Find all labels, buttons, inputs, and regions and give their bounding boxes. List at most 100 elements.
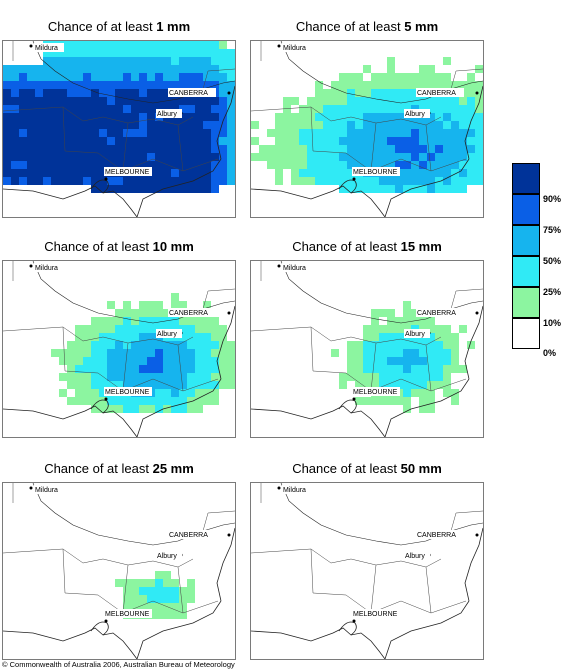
probability-cell: [91, 89, 99, 97]
probability-cell: [187, 389, 195, 397]
probability-cell: [107, 333, 115, 341]
probability-cell: [403, 129, 411, 137]
probability-cell: [123, 357, 131, 365]
probability-cell: [75, 89, 83, 97]
probability-cell: [11, 89, 19, 97]
probability-cell: [443, 341, 451, 349]
probability-cell: [115, 89, 123, 97]
probability-cell: [107, 357, 115, 365]
albury-label-bg: [404, 329, 430, 338]
probability-cell: [131, 349, 139, 357]
probability-cell: [115, 121, 123, 129]
probability-cell: [203, 357, 211, 365]
probability-cell: [211, 41, 219, 49]
probability-cell: [155, 73, 163, 81]
probability-cell: [171, 81, 179, 89]
probability-cell: [107, 121, 115, 129]
probability-cell: [179, 97, 187, 105]
probability-cell: [107, 349, 115, 357]
probability-cell: [467, 153, 475, 161]
probability-cell: [427, 137, 435, 145]
probability-cell: [123, 153, 131, 161]
probability-cell: [155, 185, 163, 193]
probability-cell: [403, 169, 411, 177]
probability-cell: [155, 373, 163, 381]
probability-cell: [315, 137, 323, 145]
probability-cell: [179, 153, 187, 161]
probability-cell: [43, 73, 51, 81]
probability-cell: [51, 113, 59, 121]
probability-cell: [187, 381, 195, 389]
probability-cell: [123, 405, 131, 413]
probability-cell: [403, 341, 411, 349]
probability-cell: [91, 317, 99, 325]
canberra-marker: [227, 91, 231, 95]
probability-cell: [347, 89, 355, 97]
probability-cell: [435, 169, 443, 177]
probability-cell: [83, 41, 91, 49]
probability-cell: [355, 161, 363, 169]
probability-cell: [147, 365, 155, 373]
probability-cell: [291, 153, 299, 161]
probability-cell: [139, 579, 147, 587]
probability-cell: [131, 325, 139, 333]
probability-cell: [227, 49, 235, 57]
probability-cell: [219, 121, 227, 129]
probability-cell: [379, 373, 387, 381]
probability-cell: [67, 105, 75, 113]
probability-cell: [155, 381, 163, 389]
probability-cell: [115, 397, 123, 405]
probability-cell: [347, 357, 355, 365]
albury-label-bg: [156, 551, 182, 560]
melbourne-marker: [352, 397, 356, 401]
probability-legend: 90% 75% 50% 25% 10% 0%: [512, 163, 568, 363]
probability-cell: [419, 97, 427, 105]
probability-cell: [307, 121, 315, 129]
probability-cell: [163, 153, 171, 161]
probability-cell: [427, 365, 435, 373]
probability-cell: [139, 405, 147, 413]
probability-cell: [179, 177, 187, 185]
probability-cell: [451, 389, 459, 397]
probability-cell: [283, 97, 291, 105]
probability-cell: [163, 185, 171, 193]
probability-cell: [323, 169, 331, 177]
probability-cell: [115, 97, 123, 105]
probability-cell: [83, 49, 91, 57]
port-phillip-bay: [90, 399, 109, 414]
probability-cell: [107, 41, 115, 49]
probability-cell: [427, 333, 435, 341]
probability-cell: [171, 349, 179, 357]
coastline: [251, 405, 386, 437]
probability-cell: [467, 113, 475, 121]
probability-cell: [19, 169, 27, 177]
probability-cell: [451, 357, 459, 365]
mildura-label-bg: [34, 263, 64, 272]
probability-cell: [11, 161, 19, 169]
port-phillip-bay: [90, 179, 109, 194]
probability-cell: [355, 381, 363, 389]
probability-cell: [323, 97, 331, 105]
legend-swatch-0: [512, 318, 540, 349]
probability-cell: [123, 105, 131, 113]
probability-cell: [179, 357, 187, 365]
probability-cell: [435, 105, 443, 113]
mildura-marker: [29, 486, 33, 490]
probability-cell: [227, 169, 235, 177]
probability-cell: [203, 373, 211, 381]
probability-cell: [331, 153, 339, 161]
probability-cell: [435, 349, 443, 357]
probability-cell: [155, 81, 163, 89]
district-boundary: [312, 150, 467, 172]
melbourne-label: MELBOURNE: [353, 389, 398, 396]
probability-cell: [187, 113, 195, 121]
probability-cell: [179, 397, 187, 405]
probability-cell: [451, 81, 459, 89]
probability-cell: [443, 97, 451, 105]
probability-cell: [347, 169, 355, 177]
probability-cell: [363, 341, 371, 349]
probability-cell: [43, 49, 51, 57]
probability-cell: [43, 121, 51, 129]
probability-cell: [155, 317, 163, 325]
probability-cell: [219, 113, 227, 121]
